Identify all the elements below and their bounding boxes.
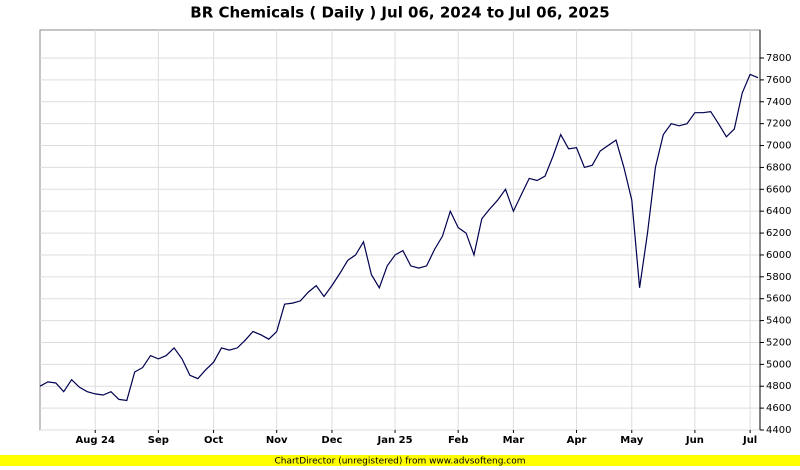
y-tick-label: 5800 <box>766 272 791 283</box>
y-tick-label: 5000 <box>766 359 791 370</box>
y-tick-label: 6400 <box>766 206 791 217</box>
x-tick-label: Jan 25 <box>377 435 413 446</box>
y-tick-label: 7400 <box>766 97 791 108</box>
x-tick-label: Jul <box>742 435 757 446</box>
x-tick-label: May <box>620 435 643 446</box>
y-tick-label: 4400 <box>766 425 791 436</box>
y-tick-label: 6800 <box>766 162 791 173</box>
y-tick-label: 6200 <box>766 228 791 239</box>
y-tick-label: 5600 <box>766 294 791 305</box>
y-tick-label: 7000 <box>766 141 791 152</box>
footer: ChartDirector (unregistered) from www.ad… <box>274 457 525 467</box>
plot-area <box>39 29 761 431</box>
price-line <box>39 73 759 402</box>
x-tick-label: Mar <box>503 435 525 446</box>
y-tick-label: 6000 <box>766 250 791 261</box>
chart-title: BR Chemicals ( Daily ) Jul 06, 2024 to J… <box>190 4 609 22</box>
x-tick-label: Oct <box>204 435 223 446</box>
footer-bar <box>0 455 800 466</box>
y-tick-label: 5200 <box>766 337 791 348</box>
y-tick-label: 5400 <box>766 316 791 327</box>
x-tick-label: Jun <box>685 435 704 446</box>
y-tick-label: 6600 <box>766 184 791 195</box>
y-tick-label: 7600 <box>766 75 791 86</box>
x-tick-label: Dec <box>321 435 342 446</box>
x-tick-label: Nov <box>266 435 288 446</box>
x-tick-label: Aug 24 <box>76 435 115 446</box>
x-tick-label: Apr <box>567 435 587 446</box>
y-tick-label: 7800 <box>766 53 791 64</box>
y-tick-label: 4800 <box>766 381 791 392</box>
x-tick-label: Feb <box>448 435 468 446</box>
y-tick-label: 7200 <box>766 119 791 130</box>
y-tick-label: 4600 <box>766 403 791 414</box>
x-tick-label: Sep <box>148 435 169 446</box>
